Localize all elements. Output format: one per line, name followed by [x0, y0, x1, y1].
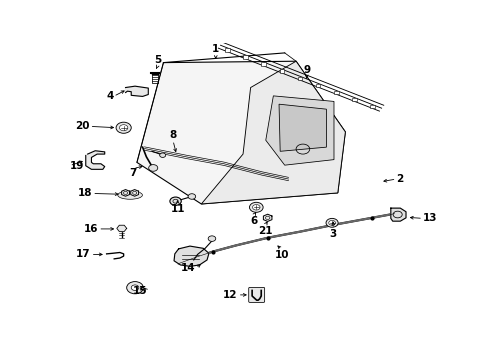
Circle shape [116, 122, 131, 133]
Ellipse shape [118, 191, 142, 199]
FancyBboxPatch shape [248, 287, 264, 302]
Bar [351, 98, 356, 101]
Circle shape [249, 202, 263, 212]
Polygon shape [263, 214, 271, 221]
Bar [243, 55, 247, 59]
Circle shape [169, 197, 181, 205]
Text: 5: 5 [154, 55, 161, 66]
Polygon shape [279, 104, 326, 151]
Text: 7: 7 [129, 168, 137, 179]
Text: 17: 17 [76, 249, 90, 260]
Circle shape [328, 220, 335, 225]
Text: 11: 11 [170, 204, 185, 214]
Polygon shape [390, 208, 405, 221]
Text: 3: 3 [329, 229, 336, 239]
Circle shape [188, 194, 195, 199]
Bar [369, 105, 374, 108]
Text: 20: 20 [75, 121, 89, 131]
Text: 8: 8 [169, 130, 176, 140]
Bar [297, 77, 302, 80]
Text: 1: 1 [212, 44, 219, 54]
Text: 16: 16 [83, 224, 98, 234]
Polygon shape [174, 246, 208, 266]
Text: 19: 19 [69, 161, 83, 171]
Circle shape [325, 219, 338, 227]
Bar [225, 48, 229, 51]
Text: 14: 14 [181, 263, 195, 273]
Polygon shape [201, 61, 345, 204]
Text: 6: 6 [249, 216, 257, 226]
Text: 15: 15 [133, 286, 147, 296]
Text: 4: 4 [106, 91, 113, 102]
Circle shape [159, 153, 165, 157]
Text: 18: 18 [78, 188, 92, 198]
Circle shape [126, 282, 143, 294]
Polygon shape [117, 225, 126, 231]
Text: 13: 13 [422, 213, 437, 224]
Polygon shape [130, 190, 138, 196]
Text: 2: 2 [396, 174, 403, 184]
Bar [279, 69, 284, 73]
Text: 21: 21 [257, 226, 272, 235]
Polygon shape [137, 61, 345, 204]
Bar [261, 62, 265, 66]
Bar [315, 84, 320, 87]
Circle shape [208, 236, 215, 242]
Text: 12: 12 [223, 290, 237, 300]
Text: 9: 9 [303, 65, 309, 75]
Polygon shape [85, 151, 104, 169]
Bar [333, 91, 338, 94]
Circle shape [119, 125, 127, 131]
Polygon shape [122, 190, 129, 196]
Circle shape [131, 285, 139, 291]
Text: 10: 10 [274, 250, 288, 260]
Polygon shape [265, 96, 333, 165]
Polygon shape [125, 86, 148, 96]
Circle shape [252, 204, 260, 210]
Circle shape [148, 165, 158, 171]
